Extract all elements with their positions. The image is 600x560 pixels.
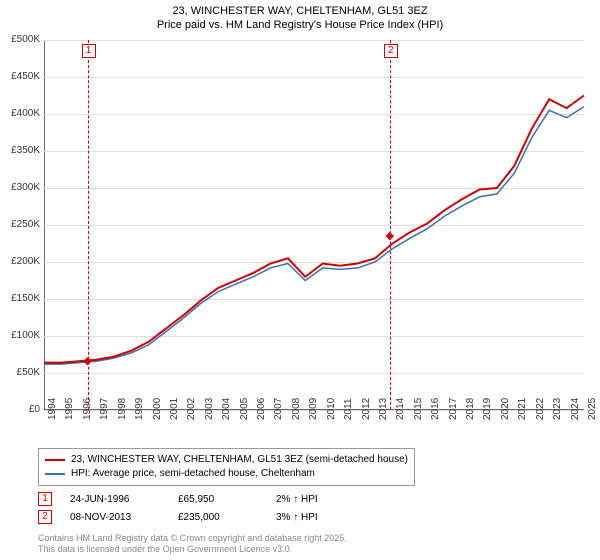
- x-tick-label: 2025: [587, 398, 598, 420]
- title-line1: 23, WINCHESTER WAY, CHELTENHAM, GL51 3EZ: [0, 4, 600, 18]
- marker-diamond: [386, 232, 394, 240]
- legend-label-1: 23, WINCHESTER WAY, CHELTENHAM, GL51 3EZ…: [71, 453, 408, 467]
- series-hpi: [44, 107, 584, 365]
- legend-label-2: HPI: Average price, semi-detached house,…: [71, 467, 315, 481]
- legend-swatch-2: [45, 473, 65, 475]
- y-tick-label: £450K: [0, 71, 40, 82]
- sale-row-2: 2 08-NOV-2013 £235,000 3% ↑ HPI: [38, 510, 318, 524]
- legend: 23, WINCHESTER WAY, CHELTENHAM, GL51 3EZ…: [38, 448, 415, 486]
- sale-change-2: 3% ↑ HPI: [276, 512, 318, 523]
- title-line2: Price paid vs. HM Land Registry's House …: [0, 18, 600, 32]
- chart-container: 23, WINCHESTER WAY, CHELTENHAM, GL51 3EZ…: [0, 0, 600, 560]
- footer: Contains HM Land Registry data © Crown c…: [38, 533, 347, 556]
- sale-change-1: 2% ↑ HPI: [276, 494, 318, 505]
- chart-title: 23, WINCHESTER WAY, CHELTENHAM, GL51 3EZ…: [0, 0, 600, 33]
- y-tick-label: £150K: [0, 293, 40, 304]
- y-tick-label: £100K: [0, 330, 40, 341]
- footer-line1: Contains HM Land Registry data © Crown c…: [38, 533, 347, 545]
- y-tick-label: £350K: [0, 145, 40, 156]
- y-tick-label: £250K: [0, 219, 40, 230]
- legend-item-1: 23, WINCHESTER WAY, CHELTENHAM, GL51 3EZ…: [45, 453, 408, 467]
- y-tick-label: £500K: [0, 34, 40, 45]
- y-tick-label: £0: [0, 404, 40, 415]
- footer-line2: This data is licensed under the Open Gov…: [38, 544, 347, 556]
- sale-row-1: 1 24-JUN-1996 £65,950 2% ↑ HPI: [38, 492, 318, 506]
- sale-price-1: £65,950: [178, 494, 258, 505]
- sale-marker-1: 1: [38, 492, 52, 506]
- y-tick-label: £400K: [0, 108, 40, 119]
- plot-area: £0£50K£100K£150K£200K£250K£300K£350K£400…: [44, 40, 584, 410]
- sale-date-2: 08-NOV-2013: [70, 512, 160, 523]
- sale-marker-2: 2: [38, 510, 52, 524]
- marker-diamond: [83, 357, 91, 365]
- y-tick-label: £50K: [0, 367, 40, 378]
- line-svg: [44, 40, 584, 410]
- y-tick-label: £300K: [0, 182, 40, 193]
- y-tick-label: £200K: [0, 256, 40, 267]
- sale-date-1: 24-JUN-1996: [70, 494, 160, 505]
- legend-swatch-1: [45, 459, 65, 461]
- sale-price-2: £235,000: [178, 512, 258, 523]
- legend-item-2: HPI: Average price, semi-detached house,…: [45, 467, 408, 481]
- series-property: [44, 96, 584, 363]
